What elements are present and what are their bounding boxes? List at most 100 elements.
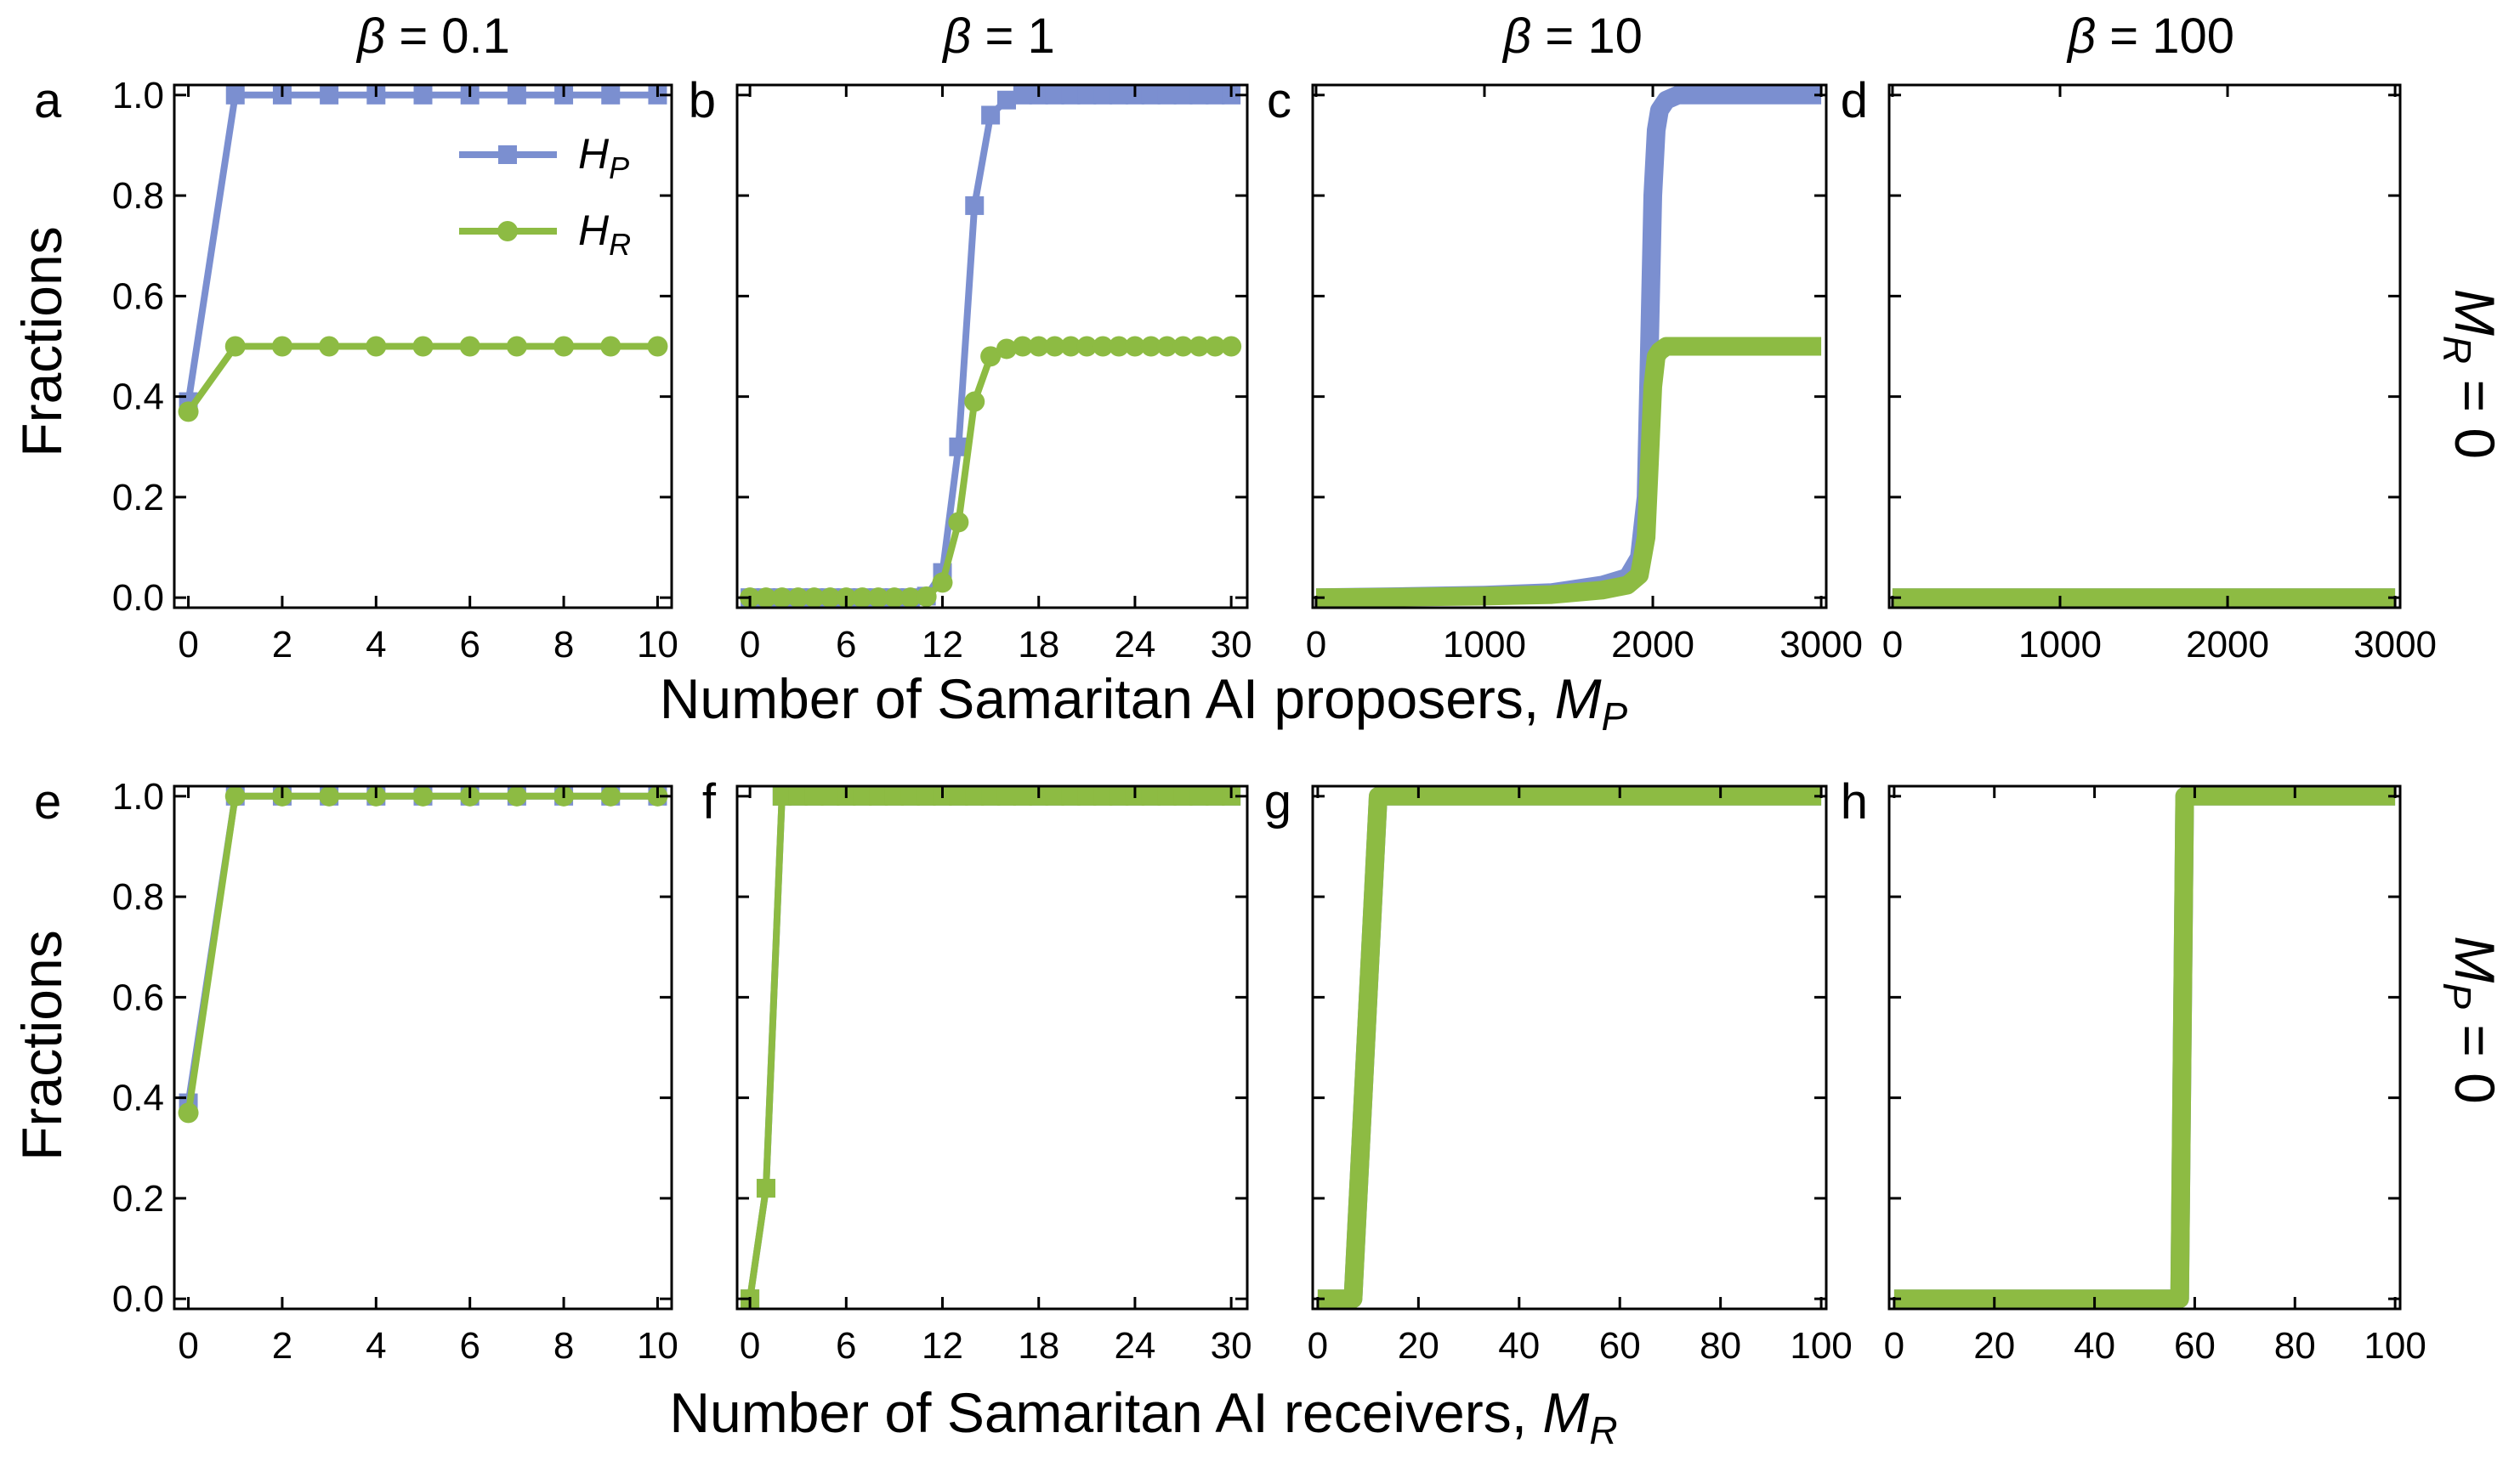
point-HR-b [1093, 336, 1114, 357]
point-HR-b [1028, 336, 1049, 357]
x-tick-label-e: 10 [637, 1325, 678, 1367]
point-HR-f [1157, 786, 1177, 806]
point-HR-b [1172, 336, 1194, 357]
x-tick-label-g: 100 [1790, 1325, 1852, 1367]
point-HR-f [965, 786, 985, 806]
y-tick-label-e: 0.8 [112, 876, 164, 918]
point-HP-b [1189, 85, 1209, 105]
point-HR-b [916, 586, 937, 607]
panel-letter-c: c [1267, 73, 1291, 128]
point-HR-b [964, 391, 985, 412]
point-HR-e [178, 1102, 199, 1124]
point-HR-f [1110, 786, 1129, 806]
x-tick-label-f: 6 [836, 1325, 856, 1367]
x-tick-label-f: 18 [1018, 1325, 1059, 1367]
point-HR-b [932, 572, 953, 593]
point-HR-b [1189, 336, 1210, 357]
series-line-HR-b [750, 343, 1232, 602]
x-tick-label-b: 24 [1114, 624, 1155, 665]
point-HR-b [787, 587, 809, 609]
legend-marker-HP [498, 145, 517, 164]
y-tick-label-e: 0.2 [112, 1178, 164, 1220]
point-HR-f [772, 786, 792, 806]
series-line-HP-h [1893, 786, 2396, 1309]
y-tick-label-e: 1.0 [112, 776, 164, 818]
x-tick-label-g: 80 [1700, 1325, 1741, 1367]
plot-frame-f [735, 784, 1249, 1311]
y-tick-label-e: 0.0 [112, 1278, 164, 1320]
point-HR-f [853, 786, 872, 806]
x-tick-label-a: 6 [459, 624, 480, 665]
x-tick-label-b: 18 [1018, 624, 1059, 665]
series-line-HP-g [1317, 786, 1822, 1309]
point-HR-f [949, 786, 968, 806]
series-line-HR-h [1893, 786, 2396, 1309]
point-HR-f [1077, 786, 1097, 806]
point-HP-b [1045, 85, 1064, 105]
x-tick-label-a: 0 [178, 624, 198, 665]
point-HR-e [319, 785, 340, 807]
panel-letter-h: h [1841, 774, 1868, 830]
point-HR-a [459, 336, 480, 357]
panel-letter-f: f [702, 774, 717, 830]
point-HR-f [996, 786, 1016, 806]
point-HR-b [900, 587, 921, 609]
x-tick-label-g: 0 [1308, 1325, 1328, 1367]
y-tick-label-a: 0.0 [112, 577, 164, 619]
x-tick-label-e: 4 [366, 1325, 386, 1367]
point-HR-f [1141, 786, 1161, 806]
point-HR-b [803, 587, 825, 609]
x-tick-label-b: 12 [922, 624, 963, 665]
x-tick-label-h: 100 [2364, 1325, 2426, 1367]
point-HR-a [178, 401, 199, 422]
series-line-HR-e [184, 792, 658, 1113]
point-HR-b [1205, 336, 1226, 357]
x-tick-label-g: 20 [1398, 1325, 1439, 1367]
legend-marker-HR [497, 221, 518, 241]
point-HR-f [869, 786, 888, 806]
point-HR-a [366, 336, 387, 357]
point-HP-a [601, 85, 621, 105]
y-tick-label-a: 0.4 [112, 377, 164, 418]
x-tick-label-d: 1000 [2018, 624, 2102, 665]
panel-g: 0 20 40 60 80 100 g [1264, 774, 1853, 1367]
x-tick-label-b: 30 [1211, 624, 1252, 665]
point-HP-b [1077, 85, 1097, 105]
x-tick-label-h: 60 [2174, 1325, 2216, 1367]
series-line-HP-e [184, 792, 658, 1104]
point-HR-b [1221, 336, 1242, 357]
point-HR-f [1093, 786, 1113, 806]
x-tick-label-e: 6 [459, 1325, 480, 1367]
x-axis-title-bottom: Number of Samaritan AI receivers, MR [669, 1381, 1617, 1453]
point-HR-f [900, 786, 920, 806]
series-line-HR-g [1317, 786, 1822, 1309]
side-label-top: MR = 0 [2435, 289, 2506, 459]
x-tick-label-h: 40 [2074, 1325, 2115, 1367]
x-tick-label-d: 2000 [2186, 624, 2269, 665]
point-HR-a [553, 336, 575, 357]
x-tick-label-a: 2 [272, 624, 292, 665]
panel-h: 0 20 40 60 80 100 h [1841, 774, 2426, 1367]
point-HP-a [413, 85, 433, 105]
panel-f: 0 6 12 18 24 30 f [702, 774, 1252, 1367]
point-HR-f [1061, 786, 1081, 806]
panel-letter-b: b [689, 73, 716, 128]
x-tick-label-h: 80 [2274, 1325, 2316, 1367]
x-tick-label-b: 6 [836, 624, 856, 665]
x-tick-label-a: 4 [366, 624, 386, 665]
plot-frame-c [1311, 83, 1828, 609]
y-axis-title-bottom: Fractions [10, 930, 73, 1160]
point-HR-f [804, 786, 824, 806]
point-HR-a [224, 336, 246, 357]
panel-e: 0.0 0.2 0.4 0.6 0.8 1.0 0 2 4 6 8 10 e [34, 774, 678, 1367]
y-tick-label-a: 0.2 [112, 477, 164, 518]
point-HP-b [1013, 85, 1032, 105]
panel-letter-d: d [1841, 73, 1868, 128]
x-tick-label-f: 12 [922, 1325, 963, 1367]
point-HR-f [981, 786, 1001, 806]
point-HP-b [996, 90, 1016, 110]
beta-title-a: β = 0.1 [355, 8, 510, 64]
point-HR-f [1013, 786, 1032, 806]
point-HR-f [1045, 786, 1064, 806]
